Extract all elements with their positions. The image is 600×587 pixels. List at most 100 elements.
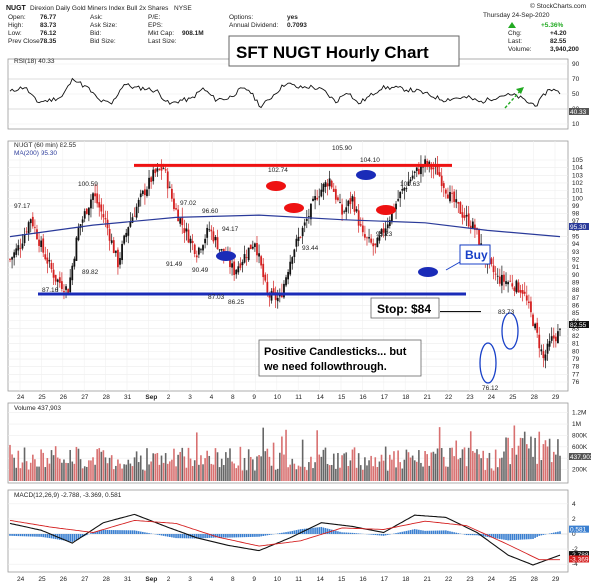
volume-bar <box>420 462 422 481</box>
candle <box>135 206 138 218</box>
volume-bar <box>162 462 165 481</box>
volume-bar <box>131 466 134 481</box>
candle <box>83 211 86 219</box>
candle <box>129 221 132 227</box>
x-tick-label: Sep <box>145 576 157 583</box>
macd-histogram-bar <box>555 532 557 534</box>
macd-histogram-bar <box>499 534 501 539</box>
candle <box>243 254 246 263</box>
volume-bar <box>169 461 171 481</box>
macd-histogram-bar <box>530 534 532 540</box>
macd-histogram-bar <box>542 534 545 535</box>
signal-line <box>9 519 560 561</box>
candle <box>262 263 265 278</box>
blue-marker-oval <box>418 267 438 277</box>
macd-histogram-bar <box>169 534 171 537</box>
volume-bar <box>75 446 78 481</box>
candle <box>170 188 173 199</box>
volume-bar <box>418 450 420 481</box>
x-tick-label: 21 <box>424 576 432 583</box>
candle <box>478 229 480 246</box>
x-tick-label: 25 <box>38 394 46 401</box>
volume-bar <box>476 449 478 481</box>
price-tick-label: 81 <box>572 341 580 348</box>
volume-bar <box>193 460 196 481</box>
candle <box>366 237 368 239</box>
macd-histogram-bar <box>532 534 534 539</box>
candle <box>440 175 443 186</box>
volume-bar <box>326 463 329 481</box>
macd-histogram-bar <box>440 530 443 534</box>
quote-date: Thursday 24-Sep-2020 <box>483 12 550 19</box>
macd-histogram-bar <box>52 534 55 539</box>
candle <box>75 237 78 261</box>
candle <box>542 351 545 359</box>
macd-histogram-bar <box>451 531 453 534</box>
macd-histogram-bar <box>316 527 318 534</box>
x-tick-label: 9 <box>252 576 256 583</box>
quote-field-value: 3,940,200 <box>550 46 579 53</box>
volume-bar <box>85 466 88 481</box>
volume-bar <box>154 453 157 481</box>
quote-field-label: Volume: <box>508 46 532 53</box>
volume-bar <box>482 450 485 481</box>
macd-histogram-bar <box>442 530 445 534</box>
volume-bar <box>200 455 202 481</box>
candle <box>235 269 238 275</box>
candle <box>417 168 420 175</box>
volume-bar <box>195 432 198 481</box>
macd-histogram-bar <box>264 534 267 536</box>
macd-histogram-bar <box>208 534 211 538</box>
volume-bar <box>447 466 449 481</box>
candle <box>256 243 258 256</box>
volume-bar <box>484 470 487 481</box>
candle <box>424 159 426 165</box>
candle <box>144 189 146 196</box>
quote-field-label: Open: <box>8 14 26 21</box>
volume-bar <box>225 452 227 481</box>
macd-histogram-bar <box>258 534 260 537</box>
macd-histogram-bar <box>521 534 524 540</box>
volume-bar <box>171 459 173 481</box>
macd-histogram-bar <box>507 534 509 541</box>
volume-bar <box>550 462 553 481</box>
macd-histogram-bar <box>310 528 312 534</box>
rsi-tag: 40.33 <box>570 109 587 116</box>
rsi-tick-label: 70 <box>572 76 580 83</box>
volume-bar <box>411 455 414 481</box>
macd-tick-label: 2 <box>572 516 576 523</box>
quote-field-value: 78.35 <box>40 38 57 45</box>
candle <box>92 193 94 200</box>
candle <box>119 258 121 265</box>
candle <box>532 314 534 326</box>
macd-histogram-bar <box>428 530 431 534</box>
candle <box>81 219 84 223</box>
candle <box>339 202 341 203</box>
ma-tag-bg <box>569 223 589 230</box>
price-tick-label: 82 <box>572 333 580 340</box>
macd-histogram-bar <box>266 534 269 536</box>
macd-histogram-bar <box>523 534 526 540</box>
macd-histogram-bar <box>98 530 101 534</box>
red-marker-oval <box>376 205 396 215</box>
macd-histogram-bar <box>148 533 150 534</box>
volume-bar <box>438 427 441 481</box>
macd-histogram-bar <box>247 534 250 538</box>
volume-bar <box>274 469 277 481</box>
macd-histogram-bar <box>256 534 258 537</box>
candle <box>40 240 43 247</box>
volume-bar <box>432 451 435 481</box>
volume-bar <box>61 462 63 481</box>
candle <box>94 193 96 197</box>
volume-bar <box>247 449 250 481</box>
macd-histogram-bar <box>484 534 487 537</box>
rsi-line <box>9 77 561 109</box>
macd-histogram-bar <box>559 531 561 534</box>
candle <box>231 263 233 268</box>
volume-bar <box>92 457 94 481</box>
macd-histogram-bar <box>115 530 117 534</box>
candle <box>260 256 263 266</box>
macd-histogram-bar <box>293 530 296 534</box>
candle <box>461 212 464 218</box>
volume-bar <box>391 459 393 481</box>
